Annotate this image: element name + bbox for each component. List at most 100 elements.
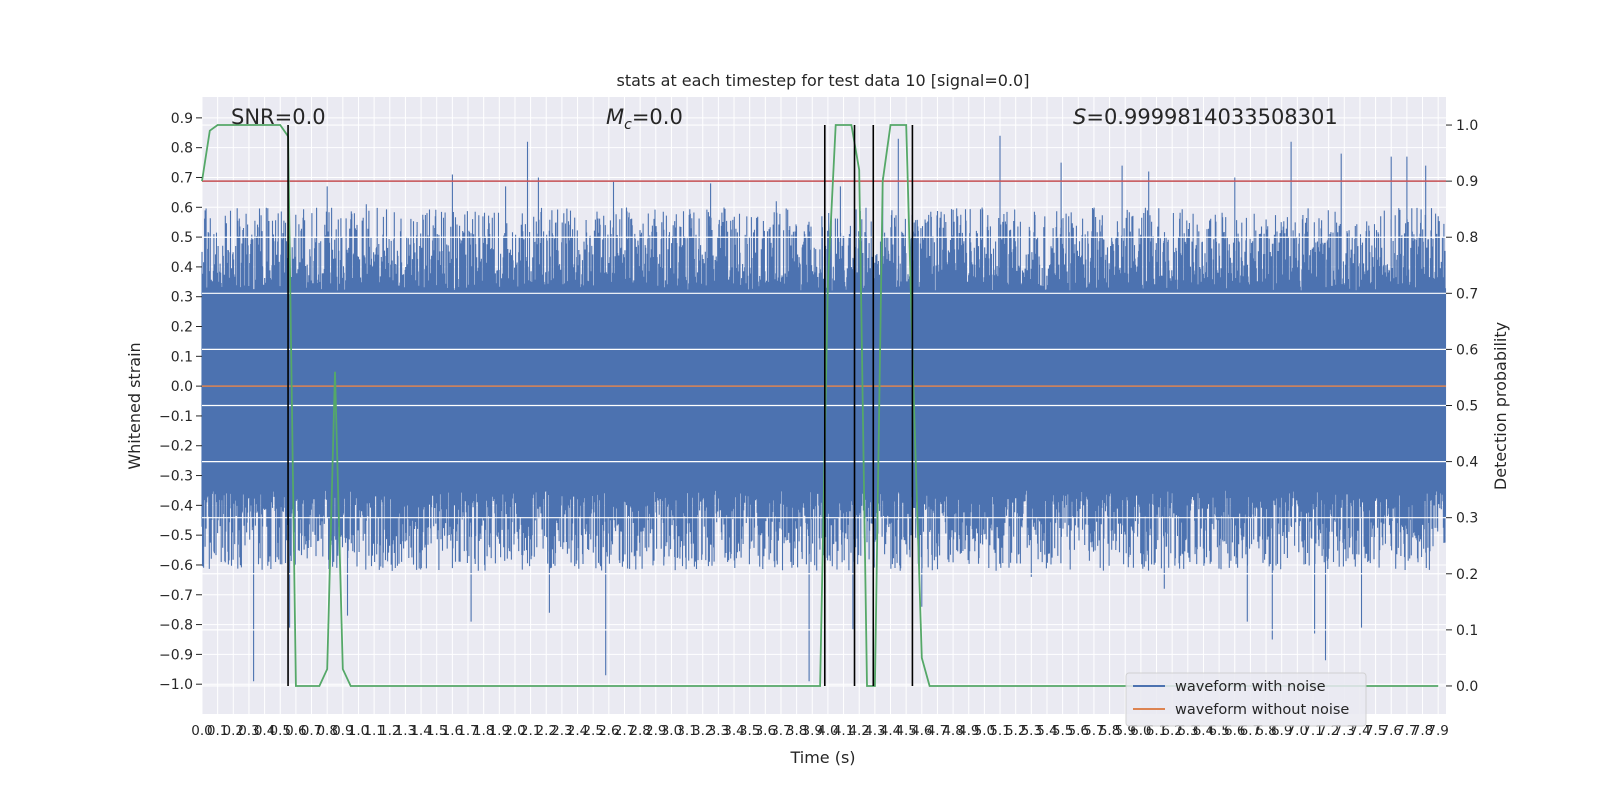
x-tick-label: 5.1 bbox=[989, 723, 1010, 739]
right-y-tick-label: 0.7 bbox=[1456, 286, 1478, 302]
x-tick-label: 3.0 bbox=[661, 723, 682, 739]
snr-annotation: SNR=0.0 bbox=[231, 105, 326, 129]
left-y-tick-label: −0.2 bbox=[159, 439, 193, 455]
right-y-tick-label: 0.8 bbox=[1456, 230, 1478, 246]
left-y-tick-label: 0.8 bbox=[171, 141, 193, 157]
x-tick-label: 4.3 bbox=[864, 723, 885, 739]
x-tick-label: 5.5 bbox=[1052, 723, 1073, 739]
x-tick-label: 6.7 bbox=[1240, 723, 1261, 739]
left-y-tick-labels: 0.9 0.8 0.7 0.6 0.5 0.4 0.3 0.2 0.1 0.0 −0.1 −0.2 −0… bbox=[159, 111, 202, 693]
detection-markers bbox=[287, 125, 914, 686]
x-tick-label: 2.9 bbox=[645, 723, 666, 739]
x-tick-label: 0.1 bbox=[207, 723, 228, 739]
x-tick-label: 1.2 bbox=[379, 723, 400, 739]
x-tick-label: 7.7 bbox=[1396, 723, 1417, 739]
x-tick-label: 0.7 bbox=[301, 723, 322, 739]
x-tick-label: 5.8 bbox=[1099, 723, 1120, 739]
x-tick-label: 4.5 bbox=[895, 723, 916, 739]
x-tick-label: 2.3 bbox=[551, 723, 572, 739]
score-value: =0.9999814033508301 bbox=[1086, 105, 1337, 129]
x-tick-label: 3.4 bbox=[723, 723, 744, 739]
left-y-tick-label: −1.0 bbox=[159, 677, 193, 693]
x-tick-label: 6.5 bbox=[1208, 723, 1229, 739]
series-detection-probability bbox=[201, 124, 1439, 687]
left-y-tick-label: −0.3 bbox=[159, 469, 193, 485]
x-tick-label: 2.7 bbox=[614, 723, 635, 739]
right-y-tick-label: 0.6 bbox=[1456, 342, 1478, 358]
left-y-tick-label: 0.2 bbox=[171, 320, 193, 336]
x-tick-label: 1.5 bbox=[426, 723, 447, 739]
x-tick-label: 4.9 bbox=[958, 723, 979, 739]
x-tick-label: 2.1 bbox=[520, 723, 541, 739]
x-tick-label: 7.2 bbox=[1318, 723, 1339, 739]
x-tick-label: 3.5 bbox=[739, 723, 760, 739]
right-y-tick-label: 0.9 bbox=[1456, 174, 1478, 190]
x-tick-label: 6.1 bbox=[1146, 723, 1167, 739]
x-tick-label: 1.3 bbox=[395, 723, 416, 739]
x-tick-label: 1.9 bbox=[489, 723, 510, 739]
left-y-tick-label: −0.8 bbox=[159, 618, 193, 634]
x-tick-label: 1.6 bbox=[442, 723, 463, 739]
x-tick-label: 3.1 bbox=[676, 723, 697, 739]
left-y-tick-label: −0.4 bbox=[159, 498, 193, 514]
x-tick-label: 5.2 bbox=[1005, 723, 1026, 739]
x-tick-label: 7.5 bbox=[1365, 723, 1386, 739]
x-tick-label: 0.4 bbox=[254, 723, 275, 739]
chirp-mass-symbol: M bbox=[606, 105, 624, 129]
x-tick-label: 2.0 bbox=[504, 723, 525, 739]
left-y-tick-label: 0.7 bbox=[171, 170, 193, 186]
legend-label-without-noise: waveform without noise bbox=[1175, 702, 1349, 718]
x-tick-label: 1.0 bbox=[348, 723, 369, 739]
x-tick-label: 0.5 bbox=[269, 723, 290, 739]
x-tick-label: 6.0 bbox=[1130, 723, 1151, 739]
x-tick-label: 5.0 bbox=[974, 723, 995, 739]
x-tick-label: 0.2 bbox=[223, 723, 244, 739]
x-tick-label: 5.9 bbox=[1114, 723, 1135, 739]
x-tick-label: 3.3 bbox=[708, 723, 729, 739]
x-tick-label: 4.7 bbox=[927, 723, 948, 739]
x-tick-label: 3.2 bbox=[692, 723, 713, 739]
x-tick-label: 5.4 bbox=[1036, 723, 1057, 739]
left-y-tick-label: 0.9 bbox=[171, 111, 193, 127]
left-y-tick-label: −0.5 bbox=[159, 528, 193, 544]
x-tick-label: 3.9 bbox=[802, 723, 823, 739]
x-tick-label: 0.0 bbox=[191, 723, 212, 739]
left-y-tick-label: 0.1 bbox=[171, 349, 193, 365]
x-tick-label: 7.6 bbox=[1380, 723, 1401, 739]
right-y-tick-label: 1.0 bbox=[1456, 118, 1478, 134]
x-tick-label: 1.8 bbox=[473, 723, 494, 739]
x-tick-label: 3.7 bbox=[770, 723, 791, 739]
x-tick-label: 1.1 bbox=[363, 723, 384, 739]
left-y-tick-label: 0.0 bbox=[171, 379, 193, 395]
x-tick-label: 5.3 bbox=[1021, 723, 1042, 739]
x-tick-label: 3.8 bbox=[786, 723, 807, 739]
x-tick-label: 0.3 bbox=[238, 723, 259, 739]
x-tick-label: 4.0 bbox=[817, 723, 838, 739]
plot-area bbox=[201, 97, 1447, 714]
x-tick-label: 6.3 bbox=[1177, 723, 1198, 739]
right-y-tick-label: 0.4 bbox=[1456, 455, 1478, 471]
legend-box bbox=[1125, 672, 1367, 727]
right-y-tick-label: 0.2 bbox=[1456, 567, 1478, 583]
y-axis-label: Whitened strain bbox=[125, 342, 144, 469]
score-annotation: S=0.9999814033508301 bbox=[1073, 105, 1338, 129]
left-y-tick-label: −0.7 bbox=[159, 588, 193, 604]
left-y-tick-label: −0.6 bbox=[159, 558, 193, 574]
x-tick-label: 7.8 bbox=[1412, 723, 1433, 739]
x-tick-label: 1.7 bbox=[457, 723, 478, 739]
x-tick-label: 4.8 bbox=[942, 723, 963, 739]
chirp-mass-value: =0.0 bbox=[632, 105, 683, 129]
x-tick-label: 7.9 bbox=[1427, 723, 1448, 739]
left-y-tick-label: −0.9 bbox=[159, 647, 193, 663]
left-y-tick-label: −0.1 bbox=[159, 409, 193, 425]
x-tick-label: 4.4 bbox=[880, 723, 901, 739]
right-y-tick-labels: 1.0 0.9 0.8 0.7 0.6 0.5 0.4 0.3 0.2 0.1 0.0 bbox=[1446, 118, 1478, 695]
right-y-axis-label: Detection probability bbox=[1491, 322, 1510, 490]
x-tick-label: 6.4 bbox=[1193, 723, 1214, 739]
x-tick-label: 7.0 bbox=[1287, 723, 1308, 739]
left-y-tick-label: 0.5 bbox=[171, 230, 193, 246]
right-y-tick-label: 0.3 bbox=[1456, 511, 1478, 527]
x-tick-label: 6.6 bbox=[1224, 723, 1245, 739]
x-tick-label: 3.6 bbox=[755, 723, 776, 739]
